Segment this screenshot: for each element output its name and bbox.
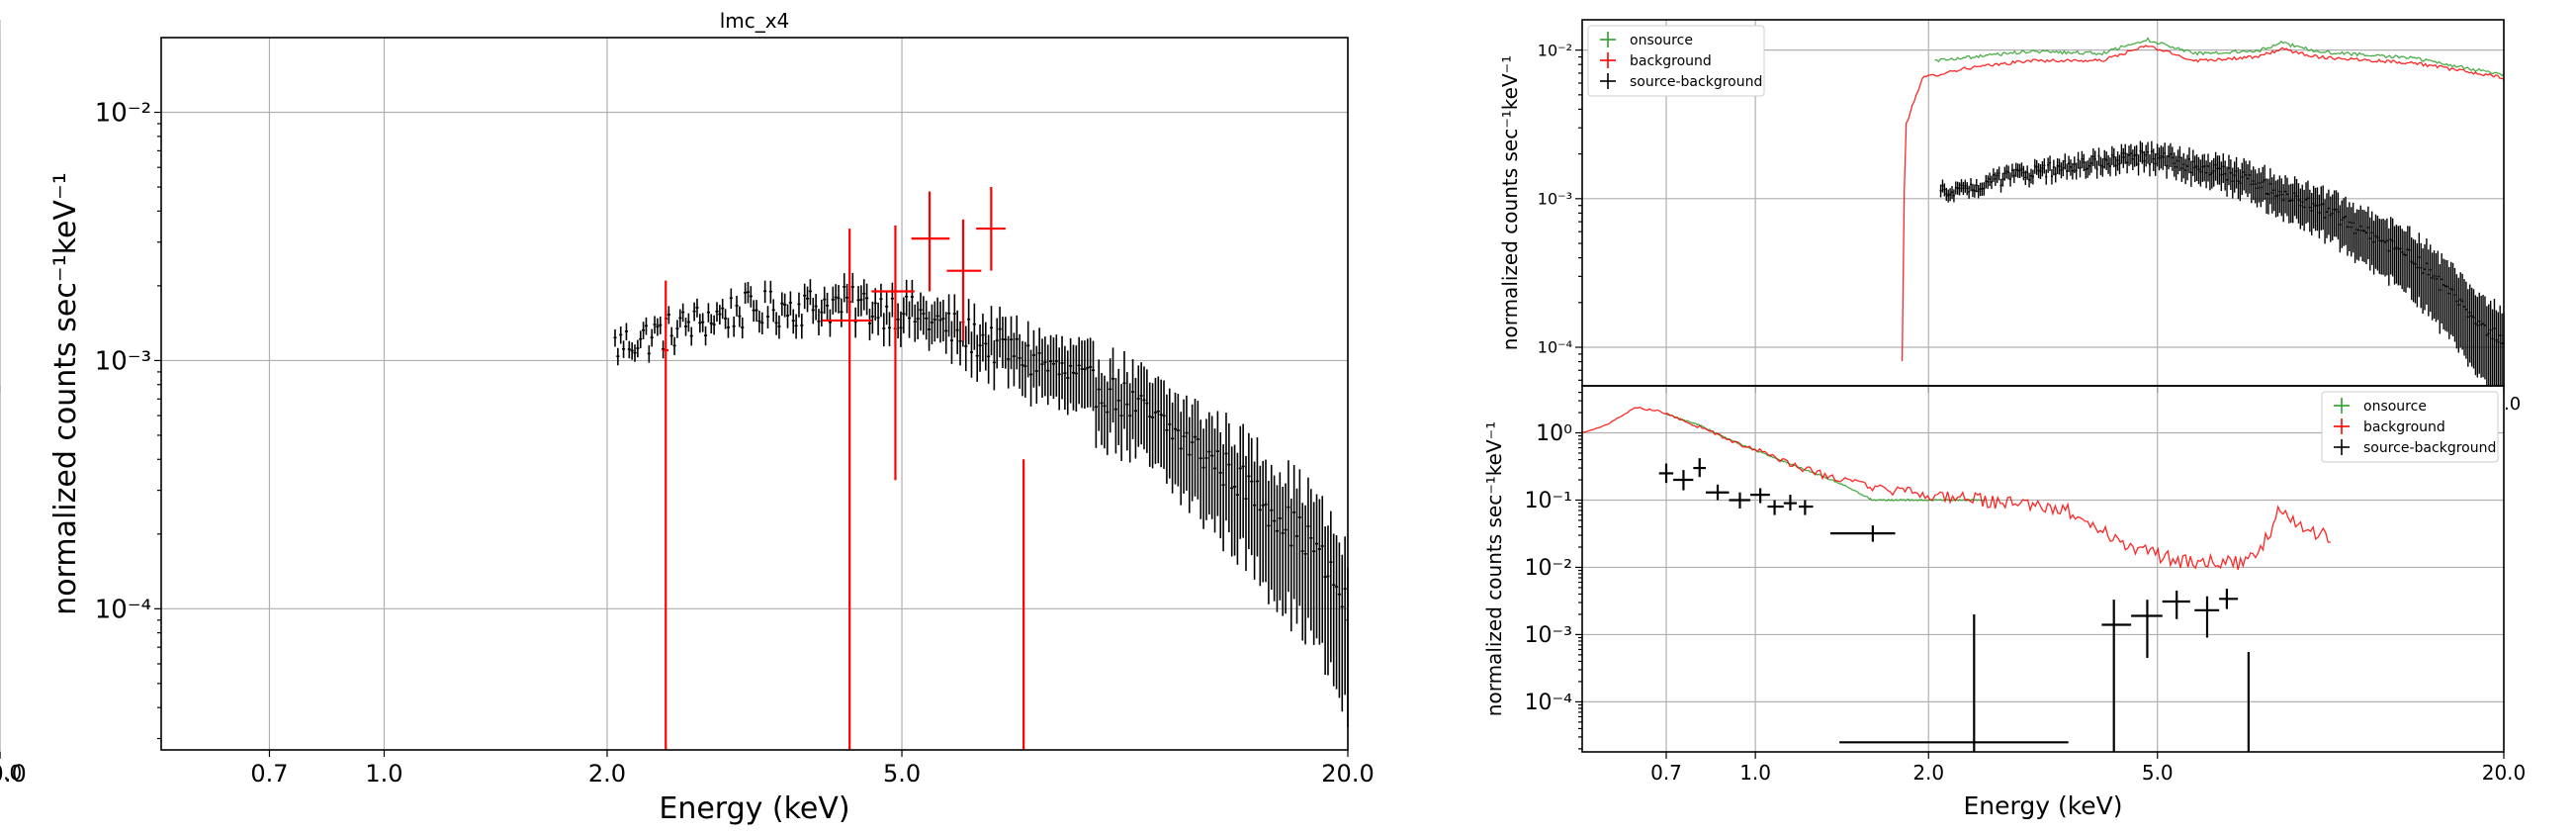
series-series-1 [663, 187, 1025, 750]
legend-label: source-background [1630, 74, 1762, 90]
chart-top-right-ylabel: normalized counts sec⁻¹keV⁻¹ [1498, 55, 1522, 350]
y-tick-label: 10⁻³ [95, 347, 151, 377]
legend-label: onsource [2363, 399, 2427, 415]
y-tick-label: 10⁻⁴ [1525, 691, 1573, 715]
legend-box [1587, 25, 1765, 97]
series-background [1581, 407, 2331, 571]
legend-label: background [1630, 53, 1712, 69]
chart-bottom-right-frame [1581, 385, 2505, 753]
x-tick-label: 10.0 [0, 760, 27, 788]
chart-left-frame [160, 37, 1349, 751]
chart-bottom-right-ylabel: normalized counts sec⁻¹keV⁻¹ [1482, 421, 1506, 716]
chart-bottom-right-xlabel: Energy (keV) [1963, 791, 2122, 820]
y-tick-label: 10⁻³ [1538, 189, 1572, 208]
x-tick-label: 0.7 [1650, 761, 1682, 785]
chart-left-title: lmc_x4 [720, 9, 790, 33]
chart-bottom-right-overlap-label: .0 [2504, 394, 2521, 415]
series-onsource [1934, 37, 2505, 77]
legend-label: source-background [2363, 440, 2496, 456]
x-tick-label: 20.0 [1321, 760, 1374, 788]
y-tick-label: 10⁰ [1536, 421, 1572, 446]
x-tick-label: 0.7 [250, 760, 288, 788]
x-tick-label: 20.0 [2482, 761, 2527, 785]
x-tick-label: 1.0 [1739, 761, 1771, 785]
x-tick-label: 2.0 [1912, 761, 1944, 785]
y-tick-label: 10⁻¹ [1525, 489, 1572, 513]
series-source-background [1658, 458, 2250, 752]
x-tick-label: 2.0 [588, 760, 626, 788]
chart-left: 0.71.02.05.010.020.010⁻²10⁻³10⁻⁴ lmc_x4 … [0, 9, 1375, 826]
y-tick-label: 10⁻⁴ [95, 595, 151, 624]
series-line-background [1901, 45, 2505, 362]
series-line-onsource [1934, 37, 2505, 77]
y-tick-label: 10⁻² [1538, 41, 1572, 59]
x-tick-label: 5.0 [2142, 761, 2174, 785]
y-tick-label: 10⁻² [95, 99, 151, 129]
y-tick-label: 10⁻² [1525, 556, 1572, 581]
chart-top-right: 10⁻² 10⁻³ 10⁻⁴ onsource background source-ba… [0, 19, 2506, 393]
series-line-background [1581, 407, 2331, 571]
series-background [1901, 45, 2505, 362]
chart-left-xlabel: Energy (keV) [659, 791, 849, 826]
y-tick-label: 10⁻³ [1525, 623, 1572, 648]
legend-label: background [2363, 419, 2445, 435]
series-series-0 [613, 272, 1349, 728]
legend-label: onsource [1630, 33, 1693, 48]
y-tick-label: 10⁻⁴ [1538, 338, 1572, 357]
x-tick-label: 5.0 [883, 760, 921, 788]
x-tick-label: 10.0 [0, 761, 22, 785]
chart-left-ylabel: normalized counts sec⁻¹keV⁻¹ [48, 172, 83, 615]
legend-box [2321, 391, 2499, 463]
chart-bottom-right: 0.71.02.05.010.020.010⁰10⁻¹10⁻²10⁻³10⁻⁴ … [0, 385, 2527, 820]
x-tick-label: 1.0 [365, 760, 402, 788]
